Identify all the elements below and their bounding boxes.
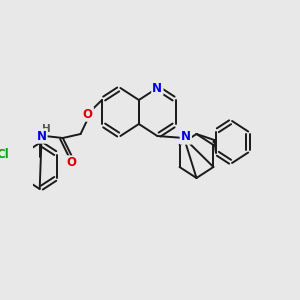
Text: O: O <box>83 107 93 121</box>
Text: N: N <box>152 82 162 94</box>
Text: H: H <box>42 124 51 134</box>
Text: O: O <box>67 157 77 169</box>
Text: Cl: Cl <box>0 148 9 161</box>
Text: N: N <box>37 130 46 142</box>
Text: N: N <box>181 130 191 143</box>
